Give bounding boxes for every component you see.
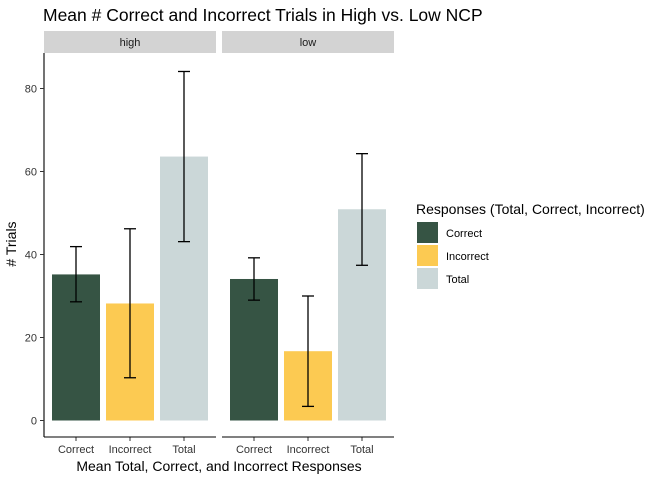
x-tick-label: Correct — [236, 444, 272, 456]
y-tick-label: 80 — [25, 84, 37, 96]
y-tick-label: 60 — [25, 167, 37, 179]
facet-panel-high: high Correct Incorrect Total — [44, 31, 216, 456]
legend-swatch-correct — [417, 222, 438, 243]
y-axis-title: # Trials — [3, 221, 19, 266]
legend-label: Correct — [446, 228, 482, 240]
facet-strip — [44, 31, 216, 53]
bar-low-correct — [230, 278, 278, 421]
y-tick-label: 0 — [31, 416, 37, 428]
legend-items: Correct Incorrect Total — [417, 222, 489, 289]
y-axis: 0 20 40 60 80 — [25, 53, 45, 437]
error-bar-high-total — [178, 70, 190, 243]
legend: Responses (Total, Correct, Incorrect) Co… — [416, 201, 645, 289]
y-tick-label: 40 — [25, 250, 37, 262]
x-tick-label: Total — [172, 444, 195, 456]
legend-label: Incorrect — [446, 251, 489, 263]
facet-strip — [222, 31, 394, 53]
error-bar-low-incorrect — [302, 295, 314, 408]
error-bar-low-total — [356, 153, 368, 266]
error-bar-high-correct — [70, 245, 82, 303]
legend-swatch-incorrect — [417, 245, 438, 266]
x-axis-title: Mean Total, Correct, and Incorrect Respo… — [76, 458, 361, 474]
facet-panel-low: low Correct Incorrect Total — [222, 31, 394, 456]
facet-strip-label: high — [120, 37, 141, 49]
legend-title: Responses (Total, Correct, Incorrect) — [416, 201, 645, 217]
chart-title: Mean # Correct and Incorrect Trials in H… — [43, 5, 483, 25]
x-tick-label: Total — [350, 444, 373, 456]
legend-label: Total — [446, 274, 469, 286]
facet-panels: high Correct Incorrect Total low Correct Incor… — [44, 31, 394, 456]
x-tick-label: Correct — [58, 444, 94, 456]
x-tick-label: Incorrect — [287, 444, 330, 456]
y-tick-label: 20 — [25, 333, 37, 345]
x-tick-label: Incorrect — [109, 444, 152, 456]
error-bar-low-correct — [248, 257, 260, 301]
error-bar-high-incorrect — [124, 228, 136, 379]
legend-swatch-total — [417, 268, 438, 289]
facet-strip-label: low — [300, 37, 317, 49]
